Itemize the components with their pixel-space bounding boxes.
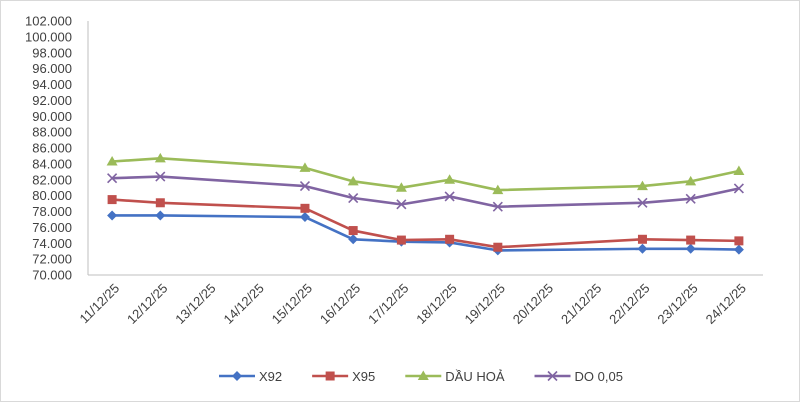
x-tick-label: 23/12/25 (654, 281, 700, 327)
data-point (493, 242, 503, 252)
data-point (396, 199, 407, 210)
data-point (637, 243, 648, 254)
legend-item: X95 (312, 369, 375, 384)
x-tick-label: 20/12/25 (510, 281, 556, 327)
y-tick-label: 72.000 (32, 252, 72, 267)
x-tick-label: 22/12/25 (606, 281, 652, 327)
data-point (347, 175, 359, 186)
data-point (444, 174, 456, 184)
data-point (637, 197, 648, 208)
data-point (636, 180, 648, 191)
legend-marker (417, 370, 429, 380)
data-point (733, 165, 745, 176)
y-tick-label: 76.000 (32, 220, 72, 235)
legend-marker (325, 371, 335, 381)
data-point (685, 193, 696, 204)
legend-label: X92 (259, 369, 282, 384)
data-point (685, 243, 696, 254)
data-point (492, 201, 503, 212)
y-tick-label: 92.000 (32, 93, 72, 108)
series-line (112, 214, 739, 252)
data-point (492, 184, 504, 195)
y-tick-label: 82.000 (32, 172, 72, 187)
legend-marker (232, 371, 242, 381)
series-line (112, 175, 740, 209)
series-do-0-05 (107, 171, 744, 212)
data-point (395, 182, 407, 192)
legend-label: X95 (352, 369, 375, 384)
series-x95 (107, 195, 744, 252)
x-tick-label: 16/12/25 (317, 281, 363, 327)
series-x92 (107, 210, 744, 256)
data-point (155, 198, 165, 208)
legend-item: X92 (219, 369, 282, 384)
x-tick-label: 15/12/25 (269, 281, 315, 327)
legend-label: DO 0,05 (575, 369, 623, 384)
x-tick-label: 11/12/25 (77, 281, 123, 327)
y-tick-label: 70.000 (32, 268, 72, 283)
data-point (299, 162, 311, 172)
data-point (444, 191, 455, 202)
data-point (107, 195, 117, 205)
y-tick-label: 80.000 (32, 188, 72, 203)
series-line (112, 157, 740, 192)
y-tick-label: 98.000 (32, 45, 72, 60)
data-point (637, 234, 647, 244)
y-tick-label: 88.000 (32, 125, 72, 140)
data-point (733, 244, 744, 255)
series-group (106, 152, 745, 256)
data-point (299, 181, 311, 192)
y-tick-label: 94.000 (32, 77, 72, 92)
y-tick-label: 100.000 (25, 29, 72, 44)
axes: 70.00072.00074.00076.00078.00080.00082.0… (25, 14, 763, 327)
data-point (107, 210, 118, 221)
data-point (348, 234, 359, 245)
x-tick-label: 17/12/25 (365, 281, 411, 327)
x-tick-label: 24/12/25 (703, 281, 749, 327)
y-tick-label: 102.000 (25, 14, 72, 29)
y-tick-label: 78.000 (32, 204, 72, 219)
data-point (106, 155, 118, 166)
data-point (733, 183, 744, 194)
data-point (348, 226, 358, 236)
y-tick-label: 74.000 (32, 236, 72, 251)
x-tick-label: 21/12/25 (558, 281, 604, 327)
x-tick-label: 19/12/25 (462, 281, 508, 327)
data-point (348, 192, 359, 204)
data-point (155, 171, 166, 182)
data-point (445, 234, 455, 244)
x-tick-label: 14/12/25 (220, 281, 266, 327)
data-point (300, 203, 310, 213)
series-line (112, 198, 739, 249)
legend: X92 X95 DẦU HOẢ DO 0,05 (219, 369, 623, 384)
data-point (107, 173, 118, 184)
data-point (685, 175, 697, 186)
data-point (154, 152, 166, 163)
legend-item: DẦU HOẢ (405, 369, 505, 384)
series-d-u-ho (106, 152, 745, 195)
x-tick-label: 12/12/25 (124, 281, 170, 327)
legend-label: DẦU HOẢ (445, 369, 505, 384)
y-tick-label: 90.000 (32, 109, 72, 124)
x-tick-label: 13/12/25 (172, 281, 218, 327)
y-tick-label: 84.000 (32, 156, 72, 171)
legend-item: DO 0,05 (534, 369, 623, 384)
x-tick-label: 18/12/25 (413, 281, 459, 327)
data-point (396, 235, 406, 245)
y-tick-label: 86.000 (32, 141, 72, 156)
data-point (299, 212, 310, 223)
legend-marker (547, 370, 558, 382)
y-tick-label: 96.000 (32, 61, 72, 76)
data-point (686, 235, 696, 245)
data-point (734, 236, 744, 246)
data-point (155, 210, 166, 221)
